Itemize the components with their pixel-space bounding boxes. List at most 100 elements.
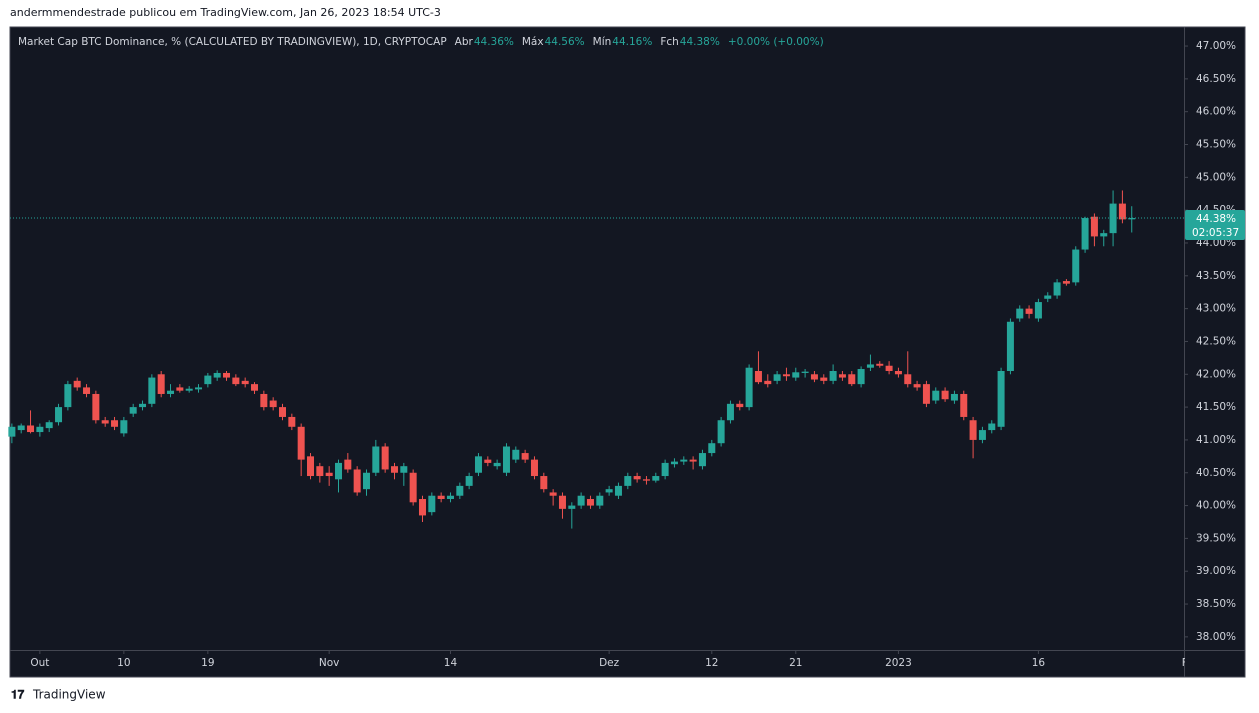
candle-body xyxy=(1109,203,1117,234)
candle-body xyxy=(390,466,398,473)
candle-body xyxy=(764,380,772,385)
candle-body xyxy=(801,371,809,373)
candle-body xyxy=(167,390,175,394)
candle-body xyxy=(913,384,921,388)
candle-body xyxy=(680,459,688,462)
candle-body xyxy=(456,485,464,496)
candle-body xyxy=(493,462,501,467)
candle-body xyxy=(381,446,389,470)
candle-body xyxy=(969,420,977,440)
legend-label: Mín xyxy=(593,36,612,48)
y-tick-label: 42.00% xyxy=(1196,368,1236,380)
candle-body xyxy=(1090,216,1098,237)
candle-body xyxy=(437,495,445,500)
candle-body xyxy=(446,495,454,500)
candle-body xyxy=(568,505,576,509)
candle-body xyxy=(232,377,240,385)
footer: 𝟏𝟕 TradingView xyxy=(11,688,106,702)
candle-body xyxy=(512,449,520,460)
y-tick-label: 40.50% xyxy=(1196,467,1236,479)
candle-body xyxy=(325,472,333,477)
candle-body xyxy=(997,370,1005,427)
candle-body xyxy=(73,380,81,388)
candle-body xyxy=(344,459,352,470)
candle-body xyxy=(269,400,277,408)
candle-body xyxy=(45,422,53,429)
candle-body xyxy=(717,420,725,444)
candle-body xyxy=(540,476,548,490)
candle-body xyxy=(978,430,986,440)
x-tick-label: 10 xyxy=(117,657,130,669)
candle-body xyxy=(474,456,482,473)
x-tick-label: 21 xyxy=(789,657,802,669)
candle-body xyxy=(1100,233,1108,237)
candle-body xyxy=(941,390,949,400)
y-tick-label: 47.00% xyxy=(1196,40,1236,52)
candle-body xyxy=(353,469,361,493)
candle-body xyxy=(661,462,669,477)
candle-body xyxy=(101,420,109,424)
candle-body xyxy=(596,495,604,506)
y-tick-label: 39.00% xyxy=(1196,565,1236,577)
legend-label: Abr xyxy=(455,36,474,48)
candle-body xyxy=(652,476,660,481)
y-tick-label: 43.00% xyxy=(1196,303,1236,315)
publisher: andermmendestrade publicou em TradingVie… xyxy=(10,6,441,19)
candle-body xyxy=(36,426,44,433)
candle-body xyxy=(148,377,156,404)
candles xyxy=(8,190,1136,529)
legend-label: Fch xyxy=(660,36,678,48)
candle-body xyxy=(773,374,781,381)
y-tick-label: 45.50% xyxy=(1196,139,1236,151)
candle-body xyxy=(885,365,893,371)
last-price-tag xyxy=(1185,210,1245,241)
legend-value: 44.16% xyxy=(612,36,652,48)
candle-body xyxy=(288,416,296,427)
candle-body xyxy=(176,387,184,391)
candle-body xyxy=(782,374,790,377)
candle-body xyxy=(1025,308,1033,314)
candle-body xyxy=(614,485,622,496)
candle-body xyxy=(549,492,557,496)
candle-body xyxy=(586,499,594,506)
y-tick-label: 41.50% xyxy=(1196,401,1236,413)
candle-body xyxy=(745,367,753,408)
candle-body xyxy=(251,384,259,391)
candle-body xyxy=(988,423,996,431)
candle-body xyxy=(400,466,408,473)
candle-body xyxy=(120,420,128,434)
candle-body xyxy=(820,377,828,381)
candle-body xyxy=(726,403,734,421)
candle-body xyxy=(241,380,249,385)
candle-body xyxy=(670,461,678,465)
candle-body xyxy=(577,495,585,506)
y-tick-label: 46.00% xyxy=(1196,106,1236,118)
candle-body xyxy=(736,403,744,408)
y-tick-label: 45.00% xyxy=(1196,171,1236,183)
legend-value: 44.36% xyxy=(474,36,514,48)
y-tick-label: 38.00% xyxy=(1196,631,1236,643)
x-tick-label: 16 xyxy=(1032,657,1046,669)
y-tick-label: 42.50% xyxy=(1196,335,1236,347)
candle-body xyxy=(260,393,268,408)
candle-body xyxy=(857,369,865,385)
candle-body xyxy=(810,374,818,380)
candle-body xyxy=(484,459,492,463)
legend-value: 44.38% xyxy=(680,36,720,48)
candle-body xyxy=(83,387,91,394)
candle-body xyxy=(960,393,968,417)
y-tick-label: 43.50% xyxy=(1196,270,1236,282)
candle-body xyxy=(1072,249,1080,283)
candle-body xyxy=(754,370,762,383)
x-tick-label: Out xyxy=(30,657,49,669)
time-axis: Out 10 19 Nov 14 Dez 12 21 2023 16 Fe xyxy=(30,650,1185,669)
x-tick-label: Dez xyxy=(599,657,620,669)
candle-body xyxy=(27,425,35,433)
legend-label: Máx xyxy=(522,36,544,48)
candle-body xyxy=(932,390,940,401)
candle-body xyxy=(838,374,846,378)
candle-body xyxy=(866,364,874,368)
candle-body xyxy=(829,370,837,381)
